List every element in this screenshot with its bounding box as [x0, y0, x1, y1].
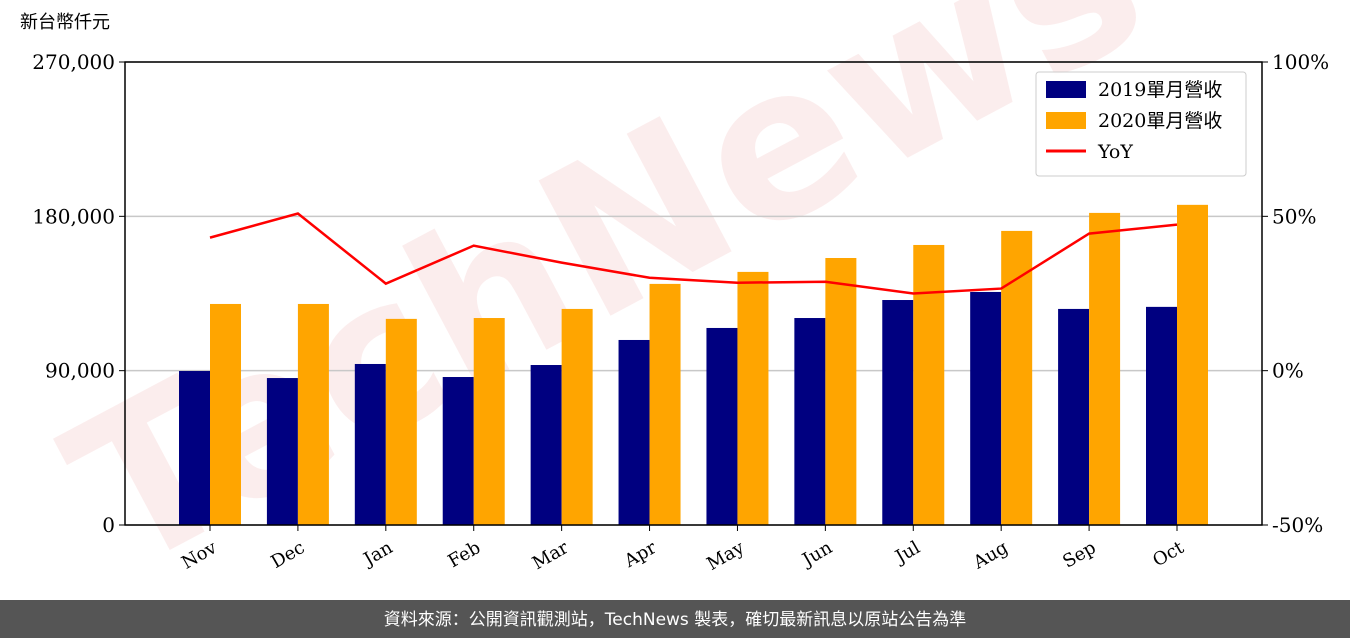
bar: [266, 378, 298, 525]
legend-label: 2020單月營收: [1098, 110, 1222, 132]
plot-frame: [124, 61, 1263, 526]
bar: [649, 283, 681, 525]
y2-tick-label: 0%: [1272, 359, 1304, 383]
bar: [794, 318, 826, 525]
y2-tick-label: -50%: [1272, 513, 1323, 537]
bar: [1146, 306, 1177, 525]
bar: [970, 291, 1002, 525]
bar: [442, 377, 474, 525]
legend-swatch: [1046, 81, 1086, 98]
bar: [179, 371, 210, 525]
bar: [825, 258, 857, 525]
y2-tick-label: 100%: [1272, 50, 1329, 74]
y-axis-label: 新台幣仟元: [20, 12, 110, 33]
legend-swatch: [1046, 112, 1086, 129]
legend-label: 2019單月營收: [1098, 79, 1222, 101]
bar: [618, 339, 650, 525]
bar: [737, 271, 769, 525]
bar: [297, 303, 329, 525]
bar: [706, 327, 738, 525]
bar: [473, 318, 505, 525]
line: [209, 212, 1178, 295]
bar: [1177, 204, 1208, 526]
y-tick-label: 0: [102, 513, 115, 537]
bar: [1001, 230, 1033, 526]
legend-box: [1035, 71, 1247, 177]
bar: [913, 244, 945, 525]
bar: [210, 303, 241, 525]
footer-band: [0, 600, 1350, 638]
bar: [354, 363, 386, 525]
bar: [530, 365, 562, 525]
bar: [561, 308, 593, 525]
bar: [882, 300, 914, 525]
bar: [385, 318, 417, 525]
bar: [1089, 212, 1121, 526]
y-tick-label: 90,000: [45, 359, 115, 383]
y-tick-label: 180,000: [32, 204, 115, 228]
legend-label: YoY: [1097, 141, 1133, 163]
y-tick-label: 270,000: [32, 50, 115, 74]
footer-note: 資料來源：公開資訊觀測站，TechNews 製表，確切最新訊息以原站公告為準: [384, 610, 966, 630]
bar: [1058, 308, 1090, 525]
y2-tick-label: 50%: [1272, 204, 1316, 228]
